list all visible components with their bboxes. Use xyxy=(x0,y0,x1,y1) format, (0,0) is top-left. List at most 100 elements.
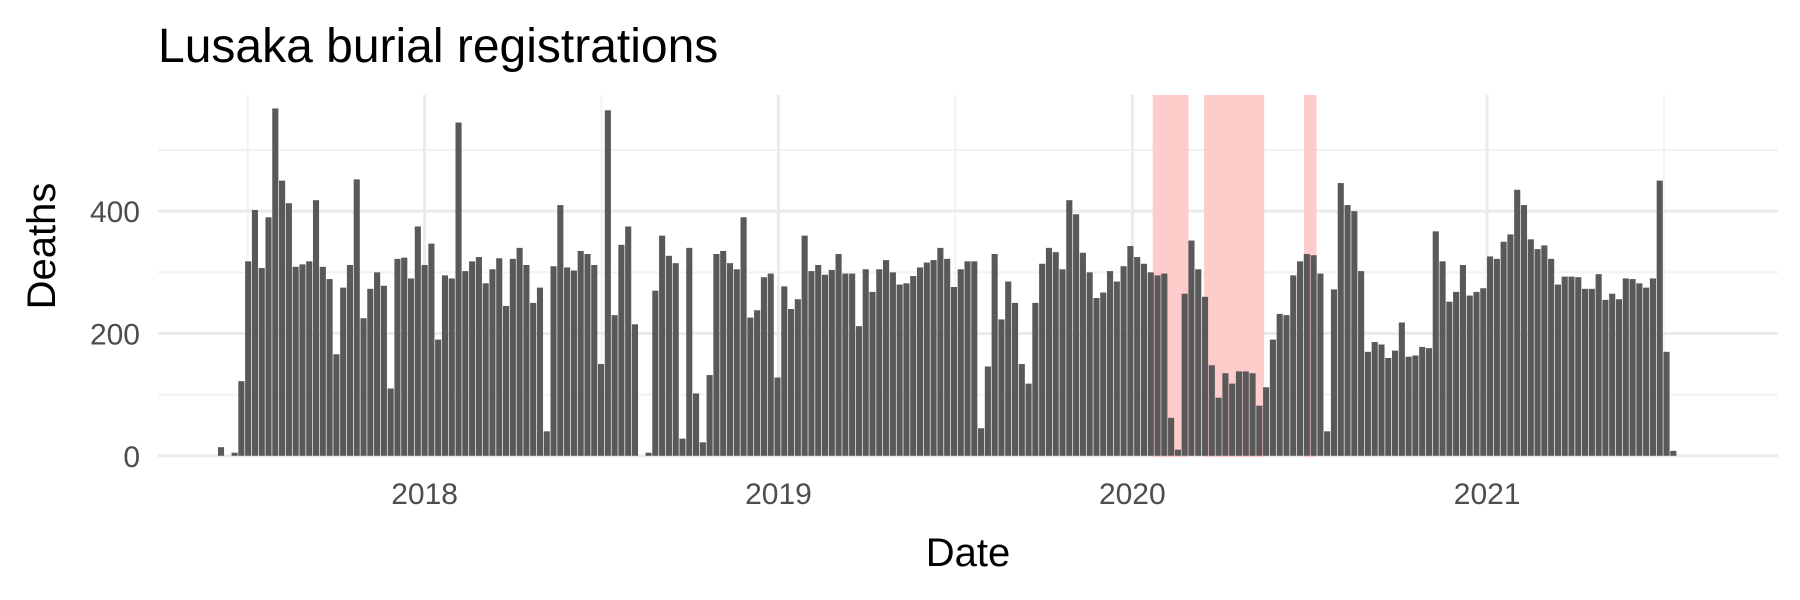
x-tick-label: 2020 xyxy=(1099,478,1166,511)
bar xyxy=(706,375,713,456)
bar xyxy=(1303,253,1310,456)
bar xyxy=(217,447,225,456)
bar xyxy=(1208,365,1215,456)
bar xyxy=(1527,239,1534,456)
bar xyxy=(482,283,489,456)
bar xyxy=(957,269,964,456)
bar xyxy=(367,288,374,456)
bar xyxy=(747,317,754,456)
bar xyxy=(1134,257,1141,456)
bar xyxy=(407,278,415,456)
bar xyxy=(1602,299,1609,456)
bar xyxy=(1215,397,1222,456)
bar xyxy=(265,217,272,456)
bar xyxy=(1161,273,1168,456)
bar xyxy=(455,122,462,456)
bar xyxy=(964,261,971,456)
bar xyxy=(1398,322,1405,456)
bar xyxy=(1235,371,1243,456)
bar xyxy=(251,209,259,456)
bar xyxy=(299,264,306,456)
bar xyxy=(889,272,896,456)
bar xyxy=(1052,252,1059,456)
bar xyxy=(1201,296,1209,456)
bar xyxy=(1147,272,1154,456)
bar xyxy=(1446,301,1453,456)
bar xyxy=(1269,339,1276,456)
bar xyxy=(557,205,564,456)
bar xyxy=(1256,405,1263,456)
bar xyxy=(353,179,360,456)
bar xyxy=(1127,246,1134,456)
bar xyxy=(1554,284,1561,456)
bar xyxy=(1385,357,1392,456)
bar xyxy=(625,226,632,456)
bar xyxy=(896,284,903,456)
bar xyxy=(1100,292,1107,456)
bar xyxy=(774,377,781,456)
bar xyxy=(1520,205,1528,456)
bar xyxy=(1378,344,1385,456)
bar xyxy=(916,267,924,456)
bar xyxy=(849,273,856,456)
bar xyxy=(1351,211,1358,456)
bar xyxy=(1330,289,1338,456)
bar xyxy=(699,442,706,456)
bar xyxy=(808,271,815,456)
bar xyxy=(1086,272,1093,456)
bar xyxy=(530,302,537,456)
bar xyxy=(1459,264,1466,456)
bar xyxy=(1140,263,1148,456)
bar xyxy=(1358,271,1365,456)
bar xyxy=(238,381,245,456)
bar xyxy=(801,235,808,456)
bar xyxy=(1222,373,1229,456)
bar xyxy=(1453,291,1460,456)
bar xyxy=(1629,279,1636,456)
bar xyxy=(720,250,727,456)
bar xyxy=(876,269,883,456)
bar xyxy=(1371,342,1378,456)
bar xyxy=(516,247,523,456)
bar xyxy=(279,180,286,456)
bar xyxy=(1575,277,1582,456)
bar xyxy=(1622,278,1629,456)
bar xyxy=(618,244,625,456)
bar xyxy=(502,305,510,456)
bar xyxy=(998,319,1005,456)
bar xyxy=(570,270,577,456)
bar xyxy=(1195,269,1202,456)
bar xyxy=(862,269,869,456)
y-axis-title: Deaths xyxy=(20,183,64,310)
bar xyxy=(441,275,449,456)
bar xyxy=(1263,387,1270,456)
bar xyxy=(1425,348,1433,456)
bar xyxy=(991,253,998,456)
bar xyxy=(1005,281,1012,456)
bar xyxy=(1344,205,1351,456)
bar xyxy=(360,318,367,456)
bar xyxy=(1181,293,1188,456)
bar xyxy=(1500,241,1507,456)
bar xyxy=(469,261,476,456)
bar xyxy=(1249,373,1256,456)
x-tick-label: 2018 xyxy=(391,478,458,511)
bar xyxy=(1276,313,1283,456)
bar xyxy=(1656,180,1663,456)
bar xyxy=(611,315,618,456)
bar xyxy=(1188,240,1195,456)
y-tick-label: 400 xyxy=(90,196,140,229)
bar xyxy=(536,287,544,456)
bar xyxy=(387,388,394,456)
y-tick-label: 200 xyxy=(90,318,140,351)
bar xyxy=(855,326,862,456)
bar xyxy=(1534,249,1541,456)
bar xyxy=(584,253,591,456)
bar xyxy=(258,268,265,456)
x-tick-label: 2021 xyxy=(1454,478,1521,511)
bar xyxy=(401,257,408,456)
bar xyxy=(1663,351,1670,456)
bar xyxy=(1310,255,1317,456)
bar xyxy=(319,266,326,456)
bar xyxy=(794,299,801,456)
